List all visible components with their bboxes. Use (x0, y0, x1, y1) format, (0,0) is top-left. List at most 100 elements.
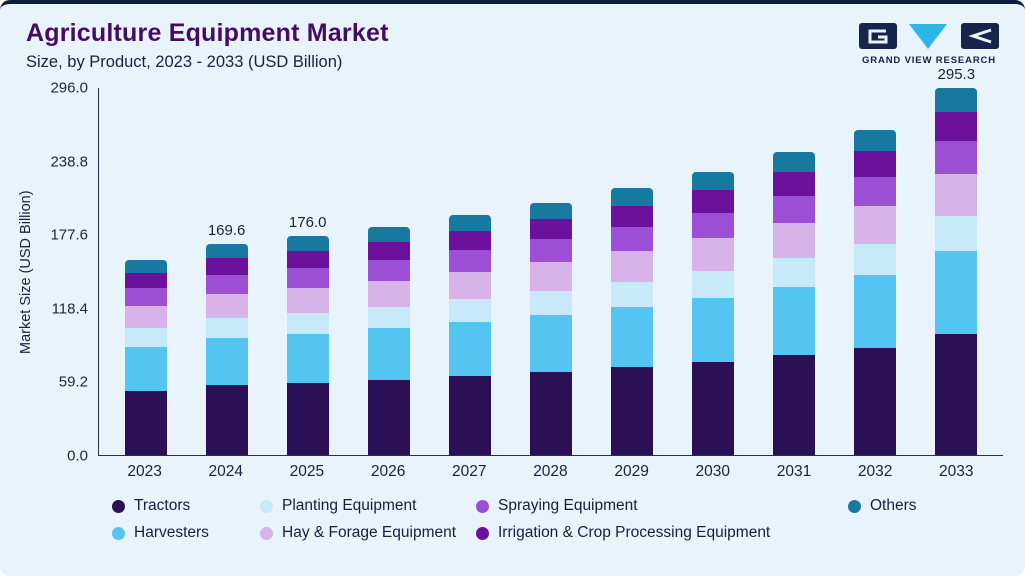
segment-irrigation-crop-processing-equipment (692, 190, 735, 213)
segment-spraying-equipment (773, 196, 816, 224)
segment-hay-forage-equipment (286, 287, 329, 313)
segment-planting-equipment (692, 270, 735, 298)
segment-harvesters (286, 333, 329, 383)
segment-hay-forage-equipment (448, 271, 491, 300)
segment-planting-equipment (773, 258, 816, 287)
title-block: Agriculture Equipment Market Size, by Pr… (26, 19, 389, 72)
legend-label: Irrigation & Crop Processing Equipment (498, 524, 771, 541)
segment-hay-forage-equipment (124, 305, 167, 329)
stacked-bar-2027 (448, 215, 491, 455)
segment-others (692, 171, 735, 191)
segment-tractors (205, 385, 248, 455)
y-tick-label: 59.2 (58, 373, 88, 391)
legend-item-irrigation-crop-processing-equipment: Irrigation & Crop Processing Equipment (476, 524, 848, 542)
segment-irrigation-crop-processing-equipment (773, 172, 816, 197)
x-tick-label-2023: 2023 (127, 463, 162, 480)
segment-others (773, 152, 816, 173)
segment-irrigation-crop-processing-equipment (935, 111, 978, 141)
y-tick-label: 0.0 (67, 447, 88, 465)
segment-hay-forage-equipment (692, 238, 735, 271)
segment-spraying-equipment (286, 268, 329, 288)
segment-irrigation-crop-processing-equipment (611, 205, 653, 228)
legend-label: Harvesters (134, 524, 209, 541)
segment-tractors (286, 382, 329, 455)
segment-planting-equipment (529, 290, 572, 315)
segment-hay-forage-equipment (854, 206, 897, 244)
chart-area: Market Size (USD Billion) 296.0 238.8 177.… (0, 66, 1025, 481)
segment-irrigation-crop-processing-equipment (448, 230, 491, 250)
segment-planting-equipment (205, 317, 248, 338)
segment-others (935, 87, 978, 112)
y-axis-title: Market Size (USD Billion) (18, 190, 34, 354)
y-tick-label: 238.8 (50, 153, 88, 171)
x-tick-label-2025: 2025 (289, 463, 325, 480)
segment-irrigation-crop-processing-equipment (854, 151, 897, 178)
header: Agriculture Equipment Market Size, by Pr… (0, 4, 1025, 72)
y-axis-tick-labels: 296.0 238.8 177.6 118.4 59.2 0.0 (38, 80, 98, 465)
legend-dot-icon (112, 526, 125, 540)
logo-text: GRAND VIEW RESEARCH (862, 55, 996, 66)
bar-value-label-2024: 169.6 (207, 222, 246, 240)
grand-view-research-logo: GRAND VIEW RESEARCH (859, 23, 999, 66)
legend-item-tractors: Tractors (112, 497, 260, 515)
legend-item-hay-forage-equipment: Hay & Forage Equipment (260, 524, 476, 542)
y-tick-label: 177.6 (50, 226, 88, 244)
segment-spraying-equipment (692, 212, 735, 239)
x-tick-label-2031: 2031 (776, 463, 812, 480)
legend-dot-icon (848, 499, 861, 513)
stacked-bar-2025: 176.0 (286, 214, 329, 455)
segment-tractors (367, 379, 410, 455)
segment-others (124, 259, 167, 273)
x-tick-label-2029: 2029 (614, 463, 649, 480)
page-title: Agriculture Equipment Market (26, 19, 389, 47)
segment-harvesters (124, 346, 167, 391)
segment-tractors (935, 333, 978, 455)
stacked-bar-2023 (124, 259, 167, 455)
segment-planting-equipment (935, 216, 978, 252)
segment-others (448, 215, 491, 231)
segment-spraying-equipment (529, 239, 572, 262)
segment-harvesters (773, 286, 816, 355)
segment-spraying-equipment (935, 140, 978, 175)
stacked-bar-2032 (854, 129, 897, 455)
segment-harvesters (448, 321, 491, 376)
stacked-bar-2028 (529, 202, 572, 455)
segment-hay-forage-equipment (935, 174, 978, 217)
stacked-bar-2026 (367, 227, 410, 455)
legend-label: Planting Equipment (282, 497, 417, 514)
segment-tractors (529, 371, 572, 455)
segment-tractors (773, 355, 816, 455)
segment-others (205, 244, 248, 258)
segment-others (529, 202, 572, 220)
legend-label: Spraying Equipment (498, 497, 638, 514)
segment-others (611, 188, 653, 206)
segment-others (367, 227, 410, 242)
segment-spraying-equipment (124, 288, 167, 306)
segment-tractors (611, 367, 653, 455)
segment-others (286, 236, 329, 251)
segment-hay-forage-equipment (529, 261, 572, 291)
segment-spraying-equipment (854, 177, 897, 207)
x-tick-label-2028: 2028 (533, 463, 568, 480)
segment-planting-equipment (448, 299, 491, 322)
x-tick-label-2024: 2024 (208, 463, 243, 480)
segment-tractors (448, 375, 491, 455)
segment-harvesters (367, 328, 410, 380)
segment-spraying-equipment (448, 249, 491, 272)
segment-irrigation-crop-processing-equipment (124, 272, 167, 289)
legend-dot-icon (260, 526, 273, 540)
segment-hay-forage-equipment (773, 223, 816, 259)
x-axis-labels: 2023 2024 2025 2026 2027 2028 2029 2030 2031 2032… (98, 463, 1003, 481)
x-tick-label-2033: 2033 (939, 463, 974, 480)
stacked-bar-2033: 295.3 (935, 66, 978, 455)
x-tick-label-2027: 2027 (452, 463, 487, 480)
y-tick-label: 118.4 (51, 300, 88, 318)
segment-irrigation-crop-processing-equipment (529, 219, 572, 240)
legend-label: Tractors (134, 497, 191, 514)
segment-spraying-equipment (205, 274, 248, 294)
stacked-bar-2030 (692, 171, 735, 455)
stacked-bar-2029 (611, 188, 653, 455)
segment-hay-forage-equipment (367, 280, 410, 307)
segment-harvesters (854, 274, 897, 348)
